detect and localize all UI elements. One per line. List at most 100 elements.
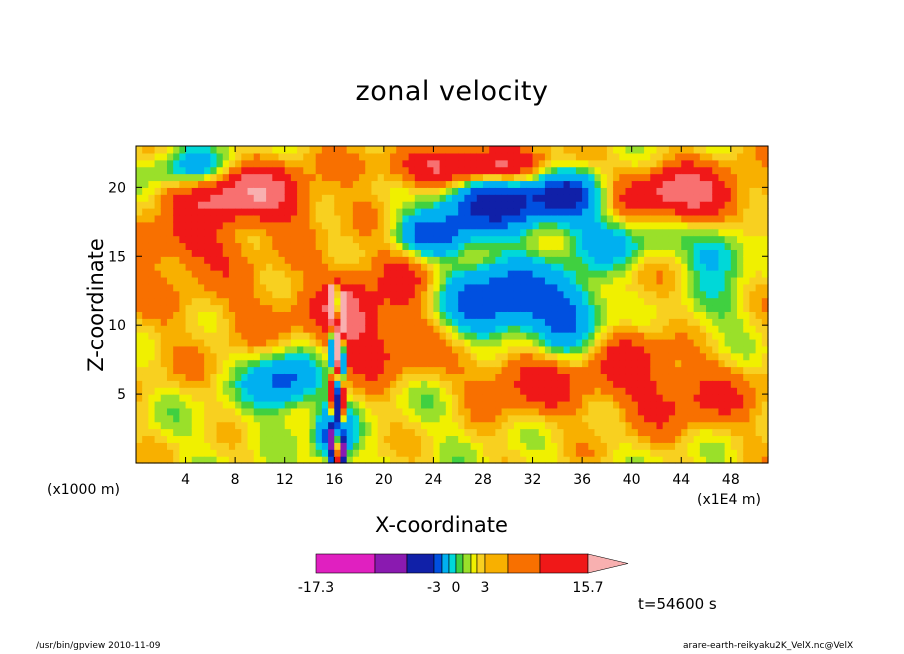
heatmap-cell [712, 421, 720, 430]
heatmap-cell [390, 249, 397, 257]
heatmap-cell [303, 180, 311, 188]
heatmap-cell [414, 297, 422, 306]
heatmap-cell [402, 228, 410, 237]
heatmap-cell [272, 166, 280, 175]
heatmap-cell [656, 159, 664, 168]
heatmap-cell [383, 325, 391, 333]
heatmap-cell [278, 304, 286, 312]
heatmap-cell [699, 290, 707, 299]
heatmap-cell [241, 276, 249, 285]
heatmap-cell [266, 214, 273, 223]
heatmap-cell [402, 208, 410, 216]
heatmap-cell [755, 380, 763, 388]
heatmap-cell [266, 249, 273, 257]
heatmap-cell [724, 194, 732, 202]
heatmap-cell [588, 311, 596, 319]
heatmap-cell [625, 146, 633, 154]
heatmap-cell [216, 345, 224, 354]
heatmap-cell [625, 228, 633, 237]
heatmap-cell [650, 414, 658, 423]
heatmap-cell [359, 173, 366, 182]
heatmap-cell [625, 208, 633, 216]
heatmap-cell [408, 421, 416, 430]
heatmap-cell [675, 345, 682, 354]
heatmap-cell [718, 208, 726, 216]
heatmap-cell [185, 180, 193, 188]
heatmap-cell [662, 325, 670, 333]
heatmap-cell [606, 318, 614, 326]
heatmap-cell [637, 366, 645, 375]
colorbar-tick-label: 3 [481, 580, 490, 596]
heatmap-cell [637, 449, 645, 457]
heatmap-cell [383, 276, 391, 285]
heatmap-cell [699, 283, 707, 292]
heatmap-cell [470, 249, 478, 257]
heatmap-cell [532, 228, 540, 237]
heatmap-cell [675, 249, 682, 257]
heatmap-cell [315, 152, 323, 161]
heatmap-cell [501, 201, 509, 209]
heatmap-cell [371, 373, 379, 381]
heatmap-cell [631, 256, 639, 264]
heatmap-cell [470, 332, 478, 340]
heatmap-cell [761, 456, 769, 464]
heatmap-cell [445, 332, 453, 340]
heatmap-cell [297, 352, 304, 361]
heatmap-cell [644, 435, 651, 443]
heatmap-cell [681, 414, 689, 423]
heatmap-cell [743, 366, 751, 375]
heatmap-cell [247, 325, 255, 333]
heatmap-cell [427, 332, 435, 340]
heatmap-cell [650, 304, 658, 312]
heatmap-cell [482, 228, 490, 237]
heatmap-cell [464, 394, 472, 402]
heatmap-cell [594, 387, 602, 395]
heatmap-cell [569, 201, 577, 209]
heatmap-cell [396, 449, 404, 457]
heatmap-cell [693, 221, 701, 230]
heatmap-cell [235, 187, 242, 195]
time-label: t=54600 s [638, 595, 717, 613]
heatmap-cell [706, 352, 713, 361]
heatmap-cell [390, 345, 397, 354]
heatmap-cell [433, 173, 441, 182]
heatmap-cell [761, 283, 769, 292]
heatmap-cell [228, 187, 236, 195]
heatmap-cell [613, 449, 620, 457]
heatmap-cell [743, 283, 751, 292]
heatmap-cell [228, 173, 236, 182]
heatmap-cell [408, 263, 416, 271]
heatmap-cell [526, 435, 534, 443]
heatmap-cell [588, 201, 596, 209]
heatmap-cell [253, 421, 261, 430]
heatmap-cell [718, 387, 726, 395]
heatmap-cell [631, 428, 639, 437]
heatmap-cell [136, 173, 143, 182]
heatmap-cell [445, 338, 453, 347]
heatmap-cell [687, 201, 695, 209]
heatmap-cell [160, 414, 168, 423]
heatmap-cell [743, 180, 751, 188]
heatmap-cell [582, 435, 589, 443]
heatmap-cell [699, 352, 707, 361]
heatmap-cell [507, 180, 515, 188]
heatmap-cell [222, 338, 230, 347]
heatmap-cell [228, 442, 236, 450]
heatmap-cell [297, 338, 304, 347]
heatmap-cell [761, 270, 769, 278]
heatmap-cell [489, 400, 496, 409]
heatmap-cell [476, 290, 484, 299]
heatmap-cell [532, 263, 540, 271]
heatmap-cell [693, 180, 701, 188]
heatmap-cell [278, 428, 286, 437]
heatmap-cell [427, 201, 435, 209]
heatmap-cell [755, 338, 763, 347]
heatmap-cell [197, 201, 205, 209]
heatmap-cell [737, 352, 744, 361]
heatmap-cell [476, 263, 484, 271]
heatmap-cell [303, 428, 311, 437]
heatmap-cell [557, 400, 565, 409]
heatmap-cell [303, 394, 311, 402]
heatmap-cell [706, 325, 713, 333]
heatmap-cell [204, 407, 211, 416]
